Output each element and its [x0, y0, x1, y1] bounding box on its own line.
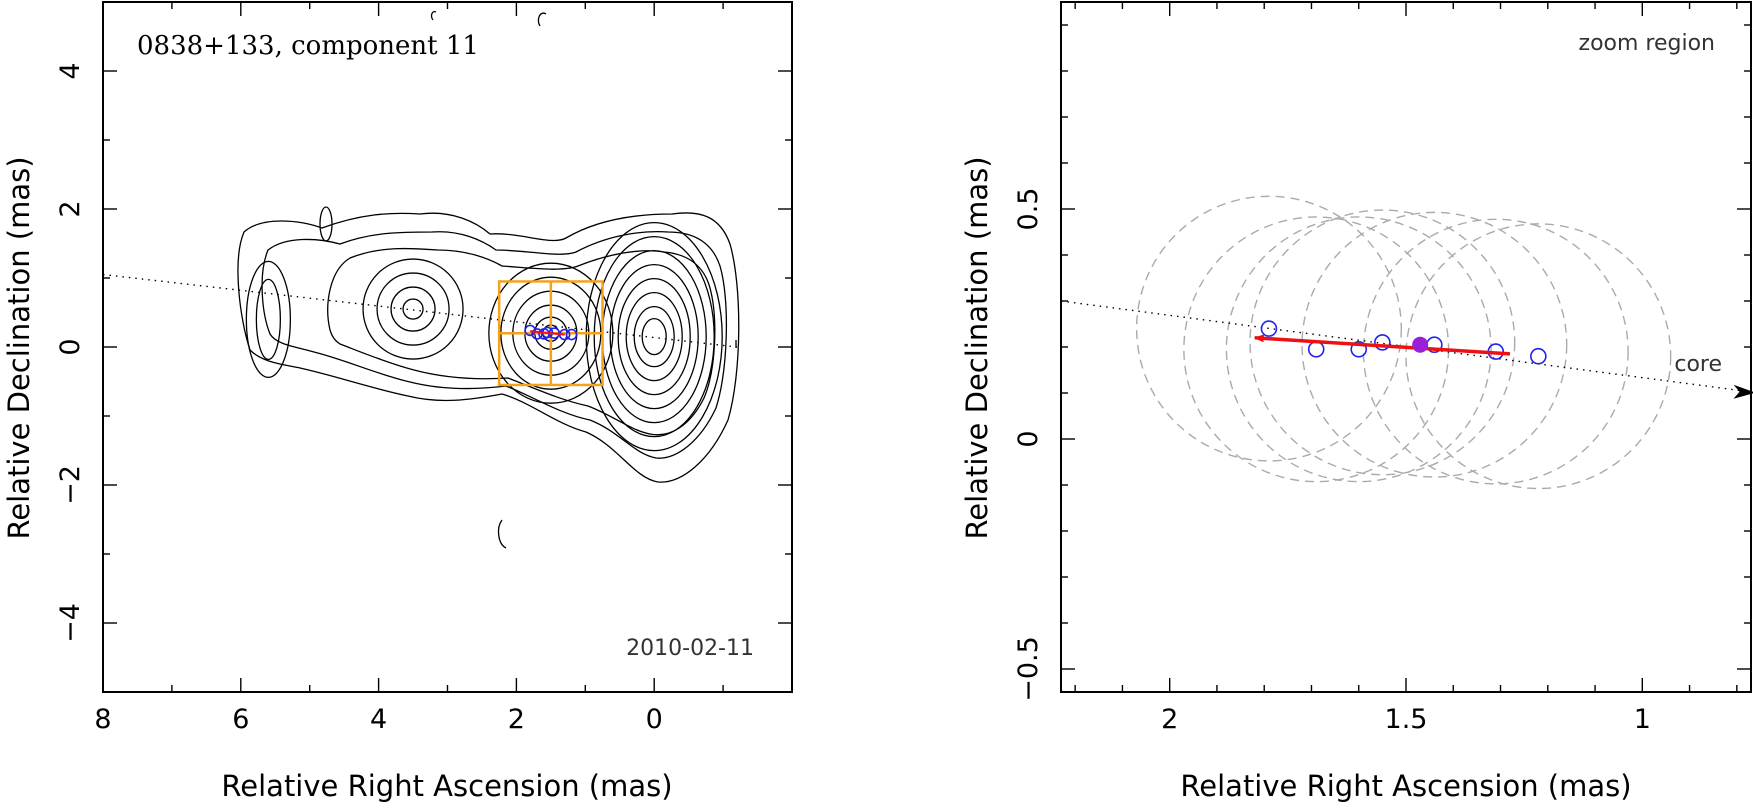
- motion-vector-arrow: [1253, 334, 1511, 356]
- left-panel: 8 6 4 2 0 4 2 0 −2 −4 0838+133, component 11 2010…: [2, 1, 793, 803]
- component-position-point: [1530, 347, 1547, 365]
- left-y-tick-label: 4: [55, 62, 86, 79]
- jet-axis-line: [102, 273, 737, 348]
- left-y-tick-label: −2: [55, 465, 86, 505]
- right-marks: [1060, 195, 1753, 490]
- left-plot-frame: [102, 1, 793, 693]
- contour-level: [402, 298, 424, 320]
- left-y-tick-label: 0: [55, 338, 86, 355]
- right-x-axis-label: Relative Right Ascension (mas): [1180, 769, 1631, 803]
- right-x-tick-label: 1: [1634, 704, 1651, 735]
- left-x-tick-label: 4: [370, 704, 387, 735]
- beam-circle: [1301, 211, 1568, 478]
- contour-fragment: [430, 10, 437, 21]
- left-x-tick-label: 8: [94, 704, 111, 735]
- beam-circle: [1183, 216, 1450, 483]
- jet-outer-contour: [237, 212, 740, 483]
- contour-blob: [319, 206, 333, 242]
- contour-level: [633, 305, 675, 368]
- left-x-tick-label: 6: [232, 704, 249, 735]
- contour-fragment: [497, 519, 507, 549]
- contour-level: [641, 317, 667, 356]
- component-position-point: [524, 324, 536, 337]
- left-y-tick-label: −4: [55, 603, 86, 643]
- contour-level: [376, 272, 450, 346]
- beam-circle: [1249, 209, 1516, 476]
- component-position-point: [1350, 340, 1368, 358]
- contour-level: [617, 277, 691, 396]
- contour-level: [390, 286, 436, 332]
- observation-date: 2010-02-11: [626, 636, 754, 661]
- left-x-tick-label: 2: [508, 704, 525, 735]
- component-position-point: [1307, 340, 1325, 358]
- left-marks: [102, 273, 737, 387]
- right-y-tick-label: 0: [1013, 430, 1044, 447]
- contour-map: [237, 10, 740, 549]
- right-ticks: 2 1.5 1 0.5 0 −0.5: [1013, 2, 1751, 735]
- right-x-tick-label: 2: [1161, 704, 1178, 735]
- beam-circle: [1225, 216, 1492, 483]
- left-x-axis-label: Relative Right Ascension (mas): [221, 769, 672, 803]
- left-y-axis-label: Relative Declination (mas): [2, 156, 36, 539]
- component-position-point: [1260, 320, 1278, 337]
- jet-outer-contour: [327, 247, 716, 436]
- right-y-tick-label: 0.5: [1013, 188, 1044, 231]
- left-y-tick-label: 2: [55, 200, 86, 217]
- contour-level: [488, 262, 614, 404]
- right-panel: 2 1.5 1 0.5 0 −0.5 zoom region core Relative …: [960, 1, 1753, 803]
- contour-level: [593, 235, 715, 438]
- contour-level: [245, 260, 292, 379]
- left-x-tick-label: 0: [646, 704, 663, 735]
- beam-circle: [1362, 218, 1629, 485]
- core-label: core: [1674, 352, 1722, 377]
- beam-circle: [1405, 223, 1672, 490]
- zoom-region-label: zoom region: [1579, 31, 1715, 56]
- component-motion-vector-mini: [530, 330, 565, 336]
- contour-level: [625, 291, 683, 382]
- jet-outer-contour: [261, 230, 728, 459]
- jet-axis-line: [1060, 300, 1742, 392]
- contour-level: [255, 278, 282, 361]
- contour-level: [609, 263, 699, 410]
- beam-circle: [1135, 195, 1402, 462]
- contour-fragment: [537, 12, 547, 27]
- right-y-axis-label: Relative Declination (mas): [960, 156, 994, 539]
- component-position-point: [1374, 334, 1391, 351]
- source-title: 0838+133, component 11: [137, 31, 479, 61]
- contour-level: [362, 258, 464, 360]
- contour-level: [585, 221, 723, 452]
- right-y-tick-label: −0.5: [1013, 636, 1044, 702]
- current-position-point: [1412, 336, 1429, 353]
- left-ticks: 8 6 4 2 0 4 2 0 −2 −4: [55, 2, 792, 735]
- component-position-point: [565, 328, 578, 341]
- right-x-tick-label: 1.5: [1385, 704, 1428, 735]
- core-direction-arrow: [1733, 384, 1753, 399]
